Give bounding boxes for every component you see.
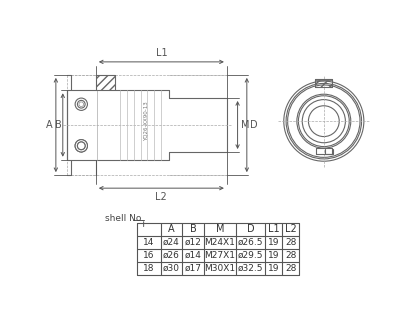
Text: ø14: ø14 xyxy=(184,251,201,260)
Text: ø32.5: ø32.5 xyxy=(237,264,263,273)
Circle shape xyxy=(301,99,344,143)
Circle shape xyxy=(75,140,87,152)
Circle shape xyxy=(283,81,363,161)
Circle shape xyxy=(77,100,85,108)
Text: shell No.: shell No. xyxy=(105,214,144,223)
Text: ø12: ø12 xyxy=(184,238,201,247)
Text: 14: 14 xyxy=(143,238,154,247)
Text: ø17: ø17 xyxy=(184,264,201,273)
Text: L1: L1 xyxy=(267,224,279,234)
Text: 19: 19 xyxy=(267,264,279,273)
Circle shape xyxy=(75,140,87,152)
Text: L2: L2 xyxy=(155,192,167,202)
Text: 19: 19 xyxy=(267,238,279,247)
Text: ø29.5: ø29.5 xyxy=(237,251,263,260)
Circle shape xyxy=(285,83,361,159)
Text: M: M xyxy=(240,120,249,130)
Text: 18: 18 xyxy=(143,264,154,273)
Text: M: M xyxy=(215,224,223,234)
Text: YQ26-XX90-13: YQ26-XX90-13 xyxy=(143,101,148,141)
Bar xyxy=(315,80,332,86)
Text: ø26.5: ø26.5 xyxy=(237,238,263,247)
Bar xyxy=(96,75,115,90)
Text: M30X1: M30X1 xyxy=(204,264,235,273)
Circle shape xyxy=(287,85,359,157)
Text: A: A xyxy=(46,120,52,130)
Text: M27X1: M27X1 xyxy=(204,251,235,260)
Text: 28: 28 xyxy=(284,264,296,273)
Text: B: B xyxy=(189,224,196,234)
Text: 28: 28 xyxy=(284,251,296,260)
Circle shape xyxy=(296,94,350,148)
Circle shape xyxy=(298,96,349,146)
Text: 19: 19 xyxy=(267,251,279,260)
Text: D: D xyxy=(249,120,257,130)
Text: 28: 28 xyxy=(284,238,296,247)
Circle shape xyxy=(77,142,85,150)
Circle shape xyxy=(79,102,83,107)
Circle shape xyxy=(77,142,85,150)
Text: 16: 16 xyxy=(143,251,154,260)
Circle shape xyxy=(75,98,87,111)
Text: D: D xyxy=(246,224,254,234)
Text: ø26: ø26 xyxy=(163,251,179,260)
Text: L2: L2 xyxy=(284,224,296,234)
Text: M24X1: M24X1 xyxy=(204,238,235,247)
Text: L1: L1 xyxy=(155,48,167,58)
Text: ø30: ø30 xyxy=(162,264,179,273)
Circle shape xyxy=(308,106,338,136)
Text: B: B xyxy=(55,120,61,130)
Text: A: A xyxy=(168,224,174,234)
Text: ø24: ø24 xyxy=(163,238,179,247)
